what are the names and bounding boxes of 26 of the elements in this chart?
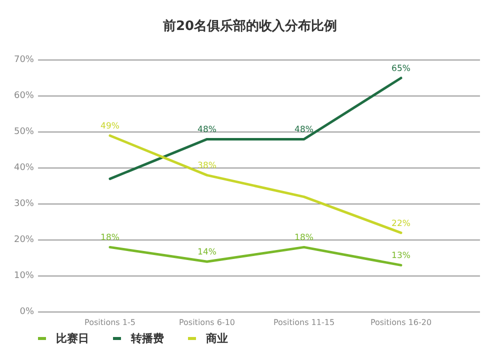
data-label: 22% [392,218,410,229]
data-label: 38% [198,161,216,172]
chart-title: 前20名俱乐部的收入分布比例 [162,18,338,34]
data-label: 65% [392,64,410,74]
x-tick-label: Positions 11-15 [273,318,335,327]
data-label: 18% [100,233,120,244]
legend-label: 商业 [205,332,228,345]
data-label: 14% [198,248,216,258]
y-tick-label: 40% [14,163,34,173]
data-label: 13% [392,251,410,262]
y-tick-label: 60% [14,91,34,101]
x-tick-label: Positions 1-5 [84,318,136,327]
data-label: 49% [100,122,120,132]
data-label: 48% [294,125,314,136]
data-label: 18% [294,233,314,244]
y-tick-label: 20% [14,235,34,245]
y-tick-label: 70% [14,55,34,65]
y-tick-label: 30% [14,199,34,209]
x-tick-label: Positions 16-20 [370,318,432,327]
y-tick-label: 10% [14,271,34,281]
data-label: 48% [198,125,216,136]
y-tick-label: 50% [14,127,34,137]
legend-label: 比赛日 [56,332,89,345]
x-tick-label: Positions 6-10 [178,318,236,327]
legend-label: 转播费 [130,332,164,345]
y-tick-label: 0% [20,307,34,317]
